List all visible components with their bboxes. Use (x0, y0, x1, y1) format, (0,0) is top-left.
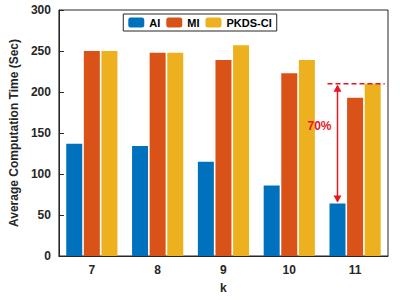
svg-text:200: 200 (31, 85, 51, 99)
svg-text:9: 9 (220, 263, 227, 277)
svg-text:300: 300 (31, 3, 51, 17)
svg-text:7: 7 (88, 263, 95, 277)
svg-text:50: 50 (38, 208, 52, 222)
svg-text:8: 8 (154, 263, 161, 277)
svg-text:150: 150 (31, 126, 51, 140)
svg-text:250: 250 (31, 44, 51, 58)
svg-text:Average Computation Time (Sec): Average Computation Time (Sec) (7, 39, 21, 227)
svg-text:10: 10 (283, 263, 297, 277)
svg-text:k: k (220, 281, 227, 295)
svg-text:11: 11 (349, 263, 362, 277)
svg-text:100: 100 (31, 167, 51, 181)
svg-text:70%: 70% (307, 119, 331, 133)
svg-text:AI: AI (149, 17, 160, 29)
svg-text:0: 0 (44, 249, 51, 263)
svg-text:PKDS-CI: PKDS-CI (226, 17, 271, 29)
svg-text:MI: MI (187, 17, 199, 29)
